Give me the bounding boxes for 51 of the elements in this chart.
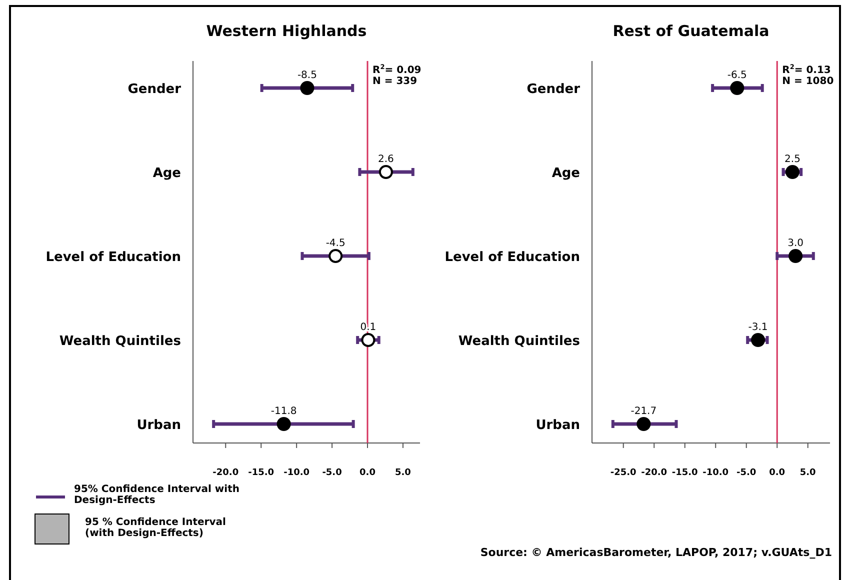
text: 95% Confidence Interval with Design-Effects: [74, 484, 240, 506]
point: [751, 333, 766, 347]
point: [378, 165, 393, 179]
annotation: R$^{2}$= 0.13: [782, 63, 831, 76]
x-tick-label: 0.0: [769, 468, 786, 478]
data-label: -3.1: [748, 322, 768, 333]
x-tick-label: -20.0: [212, 468, 239, 478]
y-tick-label: Wealth Quintiles: [458, 334, 580, 349]
y-tick-label: Wealth Quintiles: [59, 334, 182, 349]
x-tick-label: -10.0: [702, 468, 729, 478]
y-tick-label: Level of Education: [444, 250, 580, 265]
x-tick-label: -5.0: [736, 468, 756, 478]
y-tick-label: Urban: [536, 418, 580, 433]
x-tick-label: -10.0: [284, 468, 310, 478]
x-tick-label: -15.0: [248, 468, 274, 478]
point: [785, 165, 800, 179]
y-tick-label: Gender: [128, 82, 182, 97]
point: [361, 333, 376, 347]
annotation: N = 339: [372, 76, 418, 87]
y-tick-label: Level of Education: [46, 250, 181, 265]
data-label: -8.5: [297, 70, 317, 81]
data-label: -21.7: [630, 406, 657, 417]
point: [636, 417, 651, 431]
point: [788, 249, 803, 263]
x-tick-label: -25.0: [610, 468, 636, 478]
x-tick-label: 5.0: [800, 468, 816, 478]
data-label: -6.5: [727, 70, 747, 81]
point: [730, 81, 744, 95]
source-note: Source: © AmericasBarometer, LAPOP, 2017; v.GUAts_D1: [480, 546, 832, 559]
x-tick-label: 0.0: [360, 468, 376, 478]
y-tick-label: Age: [152, 166, 182, 181]
x-tick-label: 5.0: [395, 468, 411, 478]
x-tick-label: -20.0: [641, 468, 668, 478]
y-tick-label: Urban: [136, 418, 181, 433]
point: [276, 417, 291, 431]
data-label: -11.8: [270, 406, 297, 417]
point: [300, 81, 314, 95]
annotation: N = 1080: [782, 76, 834, 87]
x-tick-label: -5.0: [322, 468, 342, 478]
data-label: 2.5: [784, 154, 800, 165]
text: 95 % Confidence Interval (with Design-Effects): [85, 517, 226, 539]
data-label: 2.6: [378, 154, 394, 165]
chart-title: Western Highlands: [206, 22, 367, 40]
chart-title: Rest of Guatemala: [612, 22, 770, 40]
y-tick-label: Age: [552, 166, 580, 181]
x-tick-label: -15.0: [672, 468, 698, 478]
y-tick-label: Gender: [526, 82, 581, 97]
annotation: R$^{2}$= 0.09: [372, 63, 422, 76]
point: [328, 249, 343, 263]
data-label: 3.0: [788, 238, 804, 249]
data-label: -4.5: [326, 238, 346, 249]
